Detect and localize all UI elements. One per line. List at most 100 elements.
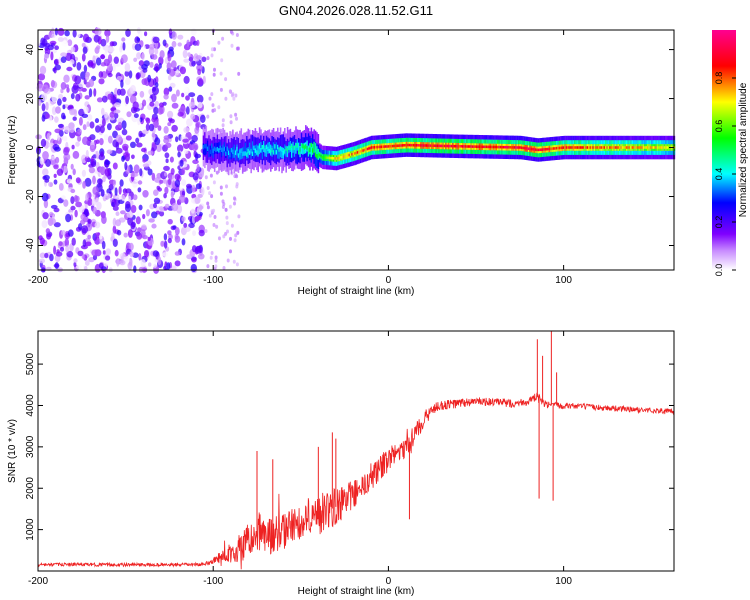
noise-cell	[235, 182, 239, 187]
noise-cell	[233, 196, 236, 201]
noise-cell	[152, 250, 159, 257]
noise-cell	[145, 117, 150, 122]
noise-cell	[81, 254, 86, 260]
signal-cell	[626, 146, 628, 149]
noise-cell	[237, 214, 241, 219]
noise-cell	[198, 253, 205, 260]
signal-cell	[211, 144, 213, 156]
noise-cell	[196, 163, 200, 172]
noise-cell	[127, 229, 133, 238]
signal-cell	[323, 156, 325, 159]
signal-cell	[662, 146, 664, 149]
signal-cell	[512, 146, 515, 149]
signal-cell	[536, 148, 538, 152]
noise-cell	[215, 224, 219, 229]
noise-cell	[65, 52, 73, 62]
noise-cell	[105, 192, 111, 200]
noise-cell	[72, 150, 80, 159]
signal-cell	[295, 143, 297, 148]
noise-cell	[99, 125, 105, 134]
signal-cell	[206, 146, 209, 151]
noise-cell	[154, 137, 161, 146]
noise-cell	[93, 34, 100, 43]
noise-cell	[49, 253, 54, 262]
signal-cell	[205, 143, 208, 155]
noise-cell	[218, 236, 221, 241]
noise-cell	[190, 263, 197, 273]
signal-cell	[407, 143, 409, 147]
noise-cell	[133, 164, 140, 174]
signal-cell	[320, 154, 322, 158]
signal-cell	[663, 146, 666, 149]
noise-cell	[98, 262, 104, 269]
noise-cell	[135, 216, 141, 225]
noise-cell	[84, 74, 90, 81]
noise-cell	[115, 134, 122, 143]
noise-cell	[76, 264, 82, 270]
signal-cell	[624, 146, 627, 149]
noise-cell	[53, 59, 59, 65]
spectrogram-frame	[37, 29, 675, 271]
noise-cell	[121, 37, 126, 42]
noise-cell	[151, 132, 156, 138]
signal-cell	[230, 148, 233, 153]
noise-cell	[87, 136, 92, 141]
noise-cell	[66, 178, 73, 184]
noise-cell	[130, 222, 136, 230]
noise-cell	[191, 60, 196, 67]
noise-cell	[234, 112, 238, 117]
noise-cell	[190, 113, 196, 120]
signal-cell	[511, 146, 513, 149]
noise-cell	[208, 96, 212, 101]
noise-cell	[91, 161, 97, 168]
signal-cell	[282, 134, 285, 159]
noise-cell	[142, 129, 149, 135]
noise-cell	[213, 215, 217, 219]
signal-cell	[422, 144, 425, 147]
signal-cell	[619, 146, 621, 149]
signal-cell	[435, 144, 437, 148]
noise-cell	[87, 61, 94, 66]
signal-cell	[478, 145, 481, 148]
noise-cell	[183, 58, 190, 63]
noise-cell	[102, 118, 106, 127]
snr-xtick-label: -200	[28, 576, 48, 587]
noise-cell	[206, 56, 210, 61]
signal-cell	[631, 146, 634, 149]
noise-cell	[114, 187, 118, 196]
signal-cell	[359, 150, 362, 153]
signal-cell	[347, 154, 349, 157]
signal-cell	[362, 149, 365, 152]
noise-cell	[171, 202, 179, 212]
noise-cell	[164, 203, 170, 209]
noise-cell	[221, 123, 225, 128]
noise-cell	[174, 227, 180, 236]
noise-cell	[124, 70, 130, 77]
noise-cell	[141, 64, 148, 70]
signal-cell	[519, 146, 522, 149]
signal-cell	[354, 152, 356, 155]
noise-cell	[149, 101, 155, 107]
signal-cell	[492, 145, 495, 149]
noise-cell	[217, 40, 221, 45]
noise-cell	[163, 193, 167, 199]
signal-cell	[363, 148, 366, 152]
noise-cell	[66, 66, 73, 72]
noise-cell	[39, 65, 47, 75]
noise-cell	[49, 158, 57, 165]
signal-cell	[296, 143, 299, 148]
noise-cell	[67, 229, 74, 237]
signal-cell	[261, 147, 264, 159]
noise-cell	[139, 90, 145, 98]
noise-cell	[222, 266, 226, 270]
noise-cell	[234, 93, 238, 98]
noise-cell	[179, 186, 183, 191]
signal-cell	[455, 144, 457, 148]
signal-cell	[645, 146, 648, 149]
noise-cell	[181, 167, 186, 175]
noise-cell	[53, 164, 59, 170]
noise-cell	[53, 263, 60, 268]
signal-cell	[403, 144, 405, 147]
noise-cell	[224, 96, 228, 101]
noise-cell	[119, 88, 126, 96]
